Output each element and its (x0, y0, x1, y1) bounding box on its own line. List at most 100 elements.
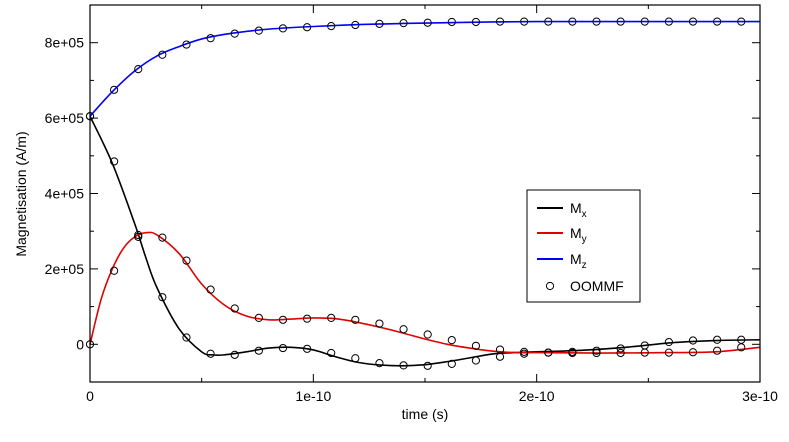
oommf-marker (399, 325, 408, 334)
series-line-mz (89, 20, 760, 117)
oommf-marker (688, 348, 698, 357)
series-line-my (89, 231, 761, 354)
oommf-marker (688, 17, 698, 26)
x-axis-ticks: 0 1e-10 2e-10 3e-10 (86, 5, 778, 404)
oommf-marker (351, 20, 360, 30)
oommf-marker (737, 343, 746, 352)
oommf-marker (375, 359, 384, 368)
marker-layer (85, 17, 746, 370)
oommf-marker (134, 230, 143, 240)
oommf-marker (664, 337, 673, 347)
oommf-marker (664, 348, 673, 357)
oommf-marker (327, 313, 336, 323)
oommf-marker (713, 17, 722, 26)
oommf-marker (495, 345, 505, 354)
oommf-marker (278, 343, 288, 353)
oommf-marker (592, 17, 601, 26)
oommf-marker (471, 341, 481, 350)
oommf-marker (327, 22, 336, 31)
oommf-marker (471, 17, 481, 27)
series-line-mx (89, 115, 761, 367)
oommf-marker (640, 17, 649, 26)
y-tick-label: 6e+05 (45, 110, 85, 126)
y-axis-title: Magnetisation (A/m) (13, 131, 29, 256)
oommf-marker (302, 23, 312, 32)
x-axis-title: time (s) (402, 406, 449, 422)
oommf-marker (182, 333, 191, 342)
oommf-marker (664, 17, 673, 26)
oommf-marker (713, 335, 722, 344)
oommf-marker (616, 17, 625, 26)
oommf-marker (423, 330, 432, 339)
oommf-marker (592, 348, 601, 358)
oommf-marker (158, 293, 167, 302)
oommf-marker (158, 50, 167, 59)
y-tick-label: 0 (76, 336, 84, 352)
oommf-marker (230, 304, 239, 313)
oommf-marker (447, 17, 456, 27)
y-tick-label: 4e+05 (45, 186, 85, 202)
legend-label-my: My (570, 225, 587, 245)
oommf-marker (495, 17, 505, 26)
oommf-marker (592, 346, 601, 355)
oommf-marker (375, 19, 384, 28)
legend-label-mx: Mx (570, 200, 587, 220)
oommf-marker (110, 157, 119, 166)
oommf-marker (544, 348, 553, 357)
oommf-marker (351, 354, 360, 363)
oommf-marker (206, 349, 215, 358)
x-tick-label: 3e-10 (742, 388, 778, 404)
legend: Mx My Mz OOMMF (526, 189, 641, 303)
oommf-marker (423, 361, 432, 370)
oommf-marker (399, 361, 408, 370)
oommf-marker (568, 348, 577, 358)
oommf-marker (520, 17, 529, 26)
oommf-marker (302, 344, 312, 353)
oommf-marker (616, 344, 625, 353)
oommf-marker (544, 17, 553, 26)
oommf-marker (158, 233, 167, 242)
x-tick-label: 2e-10 (519, 388, 555, 404)
oommf-marker (399, 18, 408, 28)
oommf-marker (616, 348, 625, 358)
oommf-marker (471, 356, 481, 365)
oommf-marker (230, 350, 239, 359)
oommf-marker (737, 17, 746, 26)
legend-label-oommf: OOMMF (570, 278, 624, 294)
oommf-marker (110, 85, 119, 94)
y-tick-label: 2e+05 (45, 261, 85, 277)
x-tick-label: 0 (86, 388, 94, 404)
oommf-marker (351, 315, 360, 324)
oommf-marker (713, 346, 722, 355)
oommf-marker (520, 347, 529, 356)
y-tick-label: 8e+05 (45, 35, 85, 51)
oommf-marker (182, 40, 191, 49)
oommf-marker (688, 336, 698, 345)
series-layer (89, 20, 761, 367)
oommf-marker (110, 266, 119, 275)
oommf-marker (278, 24, 288, 33)
oommf-marker (447, 336, 456, 345)
oommf-marker (447, 359, 456, 369)
oommf-marker (134, 64, 143, 74)
legend-swatch-oommf (545, 281, 555, 291)
oommf-marker (254, 313, 263, 323)
oommf-marker (640, 348, 649, 357)
oommf-marker (206, 285, 215, 294)
oommf-marker (375, 319, 384, 328)
oommf-marker (423, 18, 432, 27)
x-tick-label: 1e-10 (295, 388, 331, 404)
y-axis-ticks: 0 2e+05 4e+05 6e+05 8e+05 (45, 4, 760, 383)
oommf-marker (230, 29, 239, 38)
legend-label-mz: Mz (570, 251, 587, 271)
oommf-marker (278, 315, 288, 324)
oommf-marker (254, 26, 263, 35)
oommf-marker (327, 348, 336, 358)
oommf-marker (206, 34, 215, 43)
oommf-marker (568, 17, 577, 26)
oommf-marker (254, 346, 263, 355)
oommf-marker (182, 256, 191, 265)
oommf-marker (302, 314, 312, 323)
